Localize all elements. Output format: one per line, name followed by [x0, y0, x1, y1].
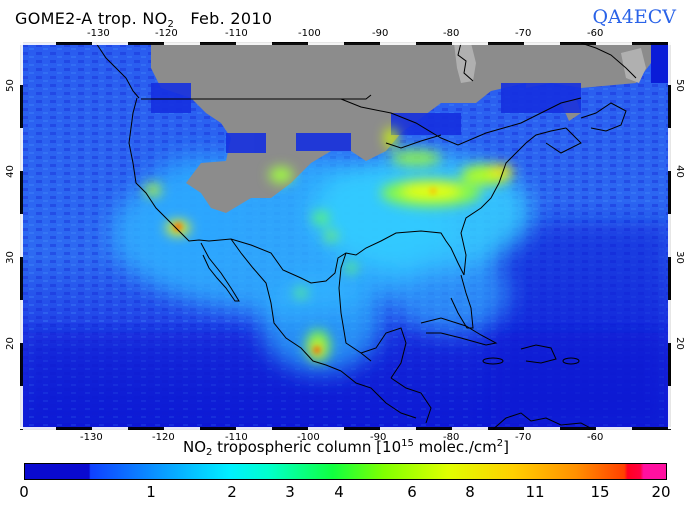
lon-tick-label: -130: [80, 432, 103, 443]
lon-tick-label: -100: [297, 432, 320, 443]
title-subscript: 2: [167, 19, 175, 30]
lon-tick-label: -90: [372, 28, 389, 39]
label-superscript: 2: [496, 438, 504, 449]
lon-tick-label: -70: [515, 432, 532, 443]
lat-tick-label: 50: [4, 79, 16, 92]
lat-tick-label: 20: [4, 337, 16, 350]
bottom-axis-ticks: [20, 427, 671, 430]
colorbar-label: NO2 tropospheric column [1015 molec./cm2…: [0, 438, 692, 458]
lon-tick-label: -120: [155, 28, 178, 39]
lat-tick-label: 20: [673, 337, 685, 350]
lat-tick-label: 30: [4, 251, 16, 264]
colorbar-tick: 8: [465, 483, 475, 501]
colorbar-tick: 0: [19, 483, 29, 501]
label-subscript: 2: [206, 447, 213, 458]
label-part: molec./cm: [413, 438, 497, 456]
no2-map: [20, 42, 671, 430]
lon-tick-label: -80: [443, 28, 460, 39]
lat-tick-label: 40: [673, 165, 685, 178]
colorbar-tick: 4: [334, 483, 344, 501]
lon-tick-label: -100: [298, 28, 321, 39]
colorbar-tick: 6: [407, 483, 417, 501]
colorbar-tick: 2: [227, 483, 237, 501]
lon-tick-label: -60: [587, 432, 604, 443]
lat-tick-label: 30: [673, 251, 685, 264]
title-date: Feb. 2010: [190, 9, 273, 28]
label-part: tropospheric column [10: [212, 438, 402, 456]
lon-tick-label: -130: [87, 28, 110, 39]
lon-tick-label: -120: [152, 432, 175, 443]
colorbar-tick: 15: [590, 483, 610, 501]
colorbar-tick: 3: [285, 483, 295, 501]
lon-tick-label: -60: [587, 28, 604, 39]
colorbar-tick: 11: [525, 483, 545, 501]
colorbar-tick: 20: [651, 483, 671, 501]
right-axis-ticks: [668, 42, 671, 430]
lat-tick-label: 50: [673, 79, 685, 92]
no2-hotspots: [145, 128, 513, 362]
map-title: GOME2-A trop. NO2 Feb. 2010: [15, 9, 272, 30]
brand-label: QA4ECV: [592, 6, 676, 28]
left-axis-ticks: [20, 42, 23, 430]
map-canvas: [21, 43, 670, 429]
lat-tick-label: 40: [4, 165, 16, 178]
label-part: ]: [503, 438, 509, 456]
colorbar: [24, 463, 667, 480]
lon-tick-label: -80: [443, 432, 460, 443]
title-text: GOME2-A trop. NO: [15, 9, 168, 28]
lon-tick-label: -90: [370, 432, 387, 443]
label-superscript: 15: [401, 438, 414, 449]
lon-tick-label: -110: [225, 432, 248, 443]
colorbar-tick: 1: [146, 483, 156, 501]
label-part: NO: [183, 438, 207, 456]
land-missing: [454, 43, 646, 83]
top-axis-ticks: [20, 42, 671, 45]
lon-tick-label: -70: [515, 28, 532, 39]
lon-tick-label: -110: [225, 28, 248, 39]
coastlines: [95, 43, 637, 429]
